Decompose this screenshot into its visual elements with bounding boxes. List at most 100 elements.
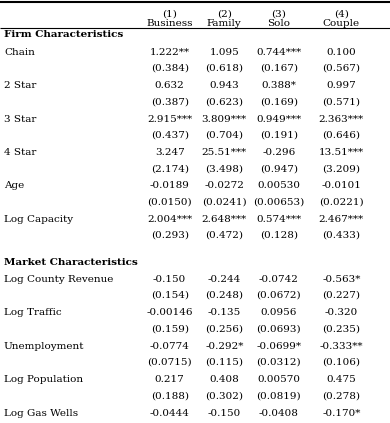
Text: (0.227): (0.227) — [322, 291, 360, 300]
Text: Log Traffic: Log Traffic — [4, 308, 62, 317]
Text: Age: Age — [4, 181, 24, 190]
Text: (0.154): (0.154) — [151, 291, 189, 300]
Text: 1.222**: 1.222** — [150, 48, 190, 57]
Text: 0.943: 0.943 — [209, 81, 239, 90]
Text: Market Characteristics: Market Characteristics — [4, 258, 138, 266]
Text: Log Population: Log Population — [4, 375, 83, 384]
Text: (0.159): (0.159) — [151, 324, 189, 333]
Text: Business: Business — [146, 19, 193, 28]
Text: -0.00146: -0.00146 — [146, 308, 193, 317]
Text: Firm Characteristics: Firm Characteristics — [4, 30, 123, 39]
Text: 0.475: 0.475 — [326, 375, 356, 384]
Text: 0.00530: 0.00530 — [257, 181, 300, 190]
Text: (0.302): (0.302) — [205, 391, 243, 400]
Text: 3.809***: 3.809*** — [202, 115, 247, 124]
Text: Log Capacity: Log Capacity — [4, 215, 73, 224]
Text: 1.095: 1.095 — [209, 48, 239, 57]
Text: -0.0189: -0.0189 — [150, 181, 190, 190]
Text: (0.0241): (0.0241) — [202, 198, 246, 206]
Text: -0.0774: -0.0774 — [150, 342, 190, 351]
Text: 0.0956: 0.0956 — [261, 308, 297, 317]
Text: (0.704): (0.704) — [205, 131, 243, 140]
Text: (0.0221): (0.0221) — [319, 198, 363, 206]
Text: (0.115): (0.115) — [205, 358, 243, 367]
Text: (3): (3) — [271, 9, 286, 18]
Text: Log Gas Wells: Log Gas Wells — [4, 409, 78, 418]
Text: 0.388*: 0.388* — [261, 81, 296, 90]
Text: Couple: Couple — [323, 19, 360, 28]
Text: (0.571): (0.571) — [322, 97, 360, 106]
Text: (0.256): (0.256) — [205, 324, 243, 333]
Text: 0.744***: 0.744*** — [256, 48, 301, 57]
Text: (0.00653): (0.00653) — [253, 198, 305, 206]
Text: (0.567): (0.567) — [322, 64, 360, 73]
Text: 13.51***: 13.51*** — [319, 148, 364, 157]
Text: -0.0272: -0.0272 — [204, 181, 244, 190]
Text: Unemployment: Unemployment — [4, 342, 84, 351]
Text: Chain: Chain — [4, 48, 35, 57]
Text: 0.00570: 0.00570 — [257, 375, 300, 384]
Text: (0.235): (0.235) — [322, 324, 360, 333]
Text: 4 Star: 4 Star — [4, 148, 36, 157]
Text: -0.150: -0.150 — [207, 409, 241, 418]
Text: -0.135: -0.135 — [207, 308, 241, 317]
Text: 3.247: 3.247 — [155, 148, 184, 157]
Text: (0.293): (0.293) — [151, 231, 189, 240]
Text: (3.498): (3.498) — [205, 164, 243, 173]
Text: (0.384): (0.384) — [151, 64, 189, 73]
Text: (0.248): (0.248) — [205, 291, 243, 300]
Text: (0.0672): (0.0672) — [257, 291, 301, 300]
Text: Log County Revenue: Log County Revenue — [4, 275, 113, 284]
Text: 2.004***: 2.004*** — [147, 215, 192, 224]
Text: (0.472): (0.472) — [205, 231, 243, 240]
Text: 2.467***: 2.467*** — [319, 215, 364, 224]
Text: (0.437): (0.437) — [151, 131, 189, 140]
Text: -0.333**: -0.333** — [319, 342, 363, 351]
Text: -0.320: -0.320 — [324, 308, 358, 317]
Text: (0.646): (0.646) — [322, 131, 360, 140]
Text: (0.387): (0.387) — [151, 97, 189, 106]
Text: -0.292*: -0.292* — [205, 342, 243, 351]
Text: 2 Star: 2 Star — [4, 81, 36, 90]
Text: (0.169): (0.169) — [260, 97, 298, 106]
Text: (0.128): (0.128) — [260, 231, 298, 240]
Text: 0.100: 0.100 — [326, 48, 356, 57]
Text: 0.632: 0.632 — [155, 81, 184, 90]
Text: 25.51***: 25.51*** — [202, 148, 247, 157]
Text: 0.217: 0.217 — [155, 375, 184, 384]
Text: (2.174): (2.174) — [151, 164, 189, 173]
Text: (2): (2) — [217, 9, 232, 18]
Text: 2.648***: 2.648*** — [202, 215, 247, 224]
Text: -0.150: -0.150 — [153, 275, 186, 284]
Text: (0.623): (0.623) — [205, 97, 243, 106]
Text: (4): (4) — [334, 9, 349, 18]
Text: -0.0742: -0.0742 — [259, 275, 299, 284]
Text: (0.188): (0.188) — [151, 391, 189, 400]
Text: (0.0819): (0.0819) — [257, 391, 301, 400]
Text: (0.106): (0.106) — [322, 358, 360, 367]
Text: 0.949***: 0.949*** — [256, 115, 301, 124]
Text: (0.167): (0.167) — [260, 64, 298, 73]
Text: Family: Family — [207, 19, 242, 28]
Text: -0.244: -0.244 — [207, 275, 241, 284]
Text: (0.947): (0.947) — [260, 164, 298, 173]
Text: (3.209): (3.209) — [322, 164, 360, 173]
Text: (0.0715): (0.0715) — [147, 358, 192, 367]
Text: (1): (1) — [162, 9, 177, 18]
Text: 0.574***: 0.574*** — [256, 215, 301, 224]
Text: (0.278): (0.278) — [322, 391, 360, 400]
Text: 2.915***: 2.915*** — [147, 115, 192, 124]
Text: -0.0408: -0.0408 — [259, 409, 299, 418]
Text: -0.563*: -0.563* — [322, 275, 360, 284]
Text: (0.191): (0.191) — [260, 131, 298, 140]
Text: -0.296: -0.296 — [262, 148, 296, 157]
Text: -0.0699*: -0.0699* — [256, 342, 301, 351]
Text: 0.997: 0.997 — [326, 81, 356, 90]
Text: -0.0101: -0.0101 — [321, 181, 361, 190]
Text: (0.618): (0.618) — [205, 64, 243, 73]
Text: 2.363***: 2.363*** — [319, 115, 364, 124]
Text: (0.0693): (0.0693) — [257, 324, 301, 333]
Text: -0.0444: -0.0444 — [150, 409, 190, 418]
Text: (0.433): (0.433) — [322, 231, 360, 240]
Text: -0.170*: -0.170* — [322, 409, 360, 418]
